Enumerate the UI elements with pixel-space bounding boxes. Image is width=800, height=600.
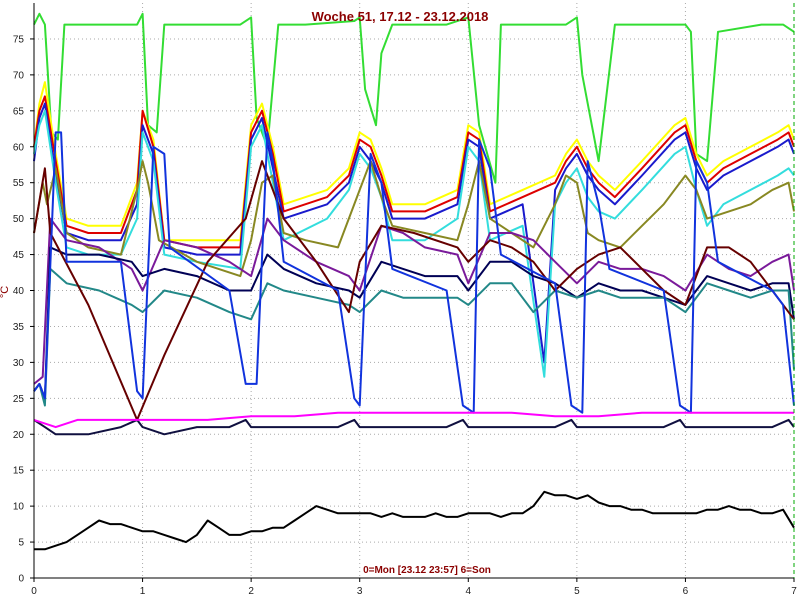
y-tick-label: 50 [13,214,25,225]
y-tick-label: 5 [18,538,24,549]
y-tick-label: 30 [13,358,25,369]
x-tick-label: 2 [248,586,254,597]
series-line-6 [33,160,795,278]
y-tick-label: 0 [18,574,24,585]
series-layer [33,12,795,551]
series-line-7 [33,217,795,385]
series-line-1 [33,12,795,184]
y-tick-label: 65 [13,106,25,117]
y-axis-label: °C [0,286,11,298]
series-line-12 [33,418,795,436]
y-tick-label: 40 [13,286,25,297]
y-tick-label: 10 [13,502,25,513]
series-line-9 [33,267,795,407]
x-tick-label: 0 [31,586,37,597]
y-tick-label: 15 [13,466,25,477]
chart-title: Woche 51, 17.12 - 23.12.2018 [312,9,489,24]
y-tick-label: 70 [13,70,25,81]
series-line-10 [33,160,795,421]
x-tick-label: 4 [466,586,472,597]
y-tick-label: 60 [13,142,25,153]
x-tick-label: 7 [791,586,797,597]
x-tick-label: 3 [357,586,363,597]
series-line-14 [34,490,795,551]
y-tick-label: 20 [13,430,25,441]
x-tick-label: 5 [574,586,580,597]
y-tick-label: 35 [13,322,25,333]
y-tick-label: 25 [13,394,25,405]
x-tick-label: 6 [683,586,689,597]
chart-footer: 0=Mon [23.12 23:57] 6=Son [363,565,491,576]
series-line-11 [33,131,795,414]
x-tick-label: 1 [140,586,146,597]
series-line-13 [33,411,794,429]
y-tick-label: 55 [13,178,25,189]
y-tick-label: 75 [13,34,25,45]
y-tick-label: 45 [13,250,25,261]
